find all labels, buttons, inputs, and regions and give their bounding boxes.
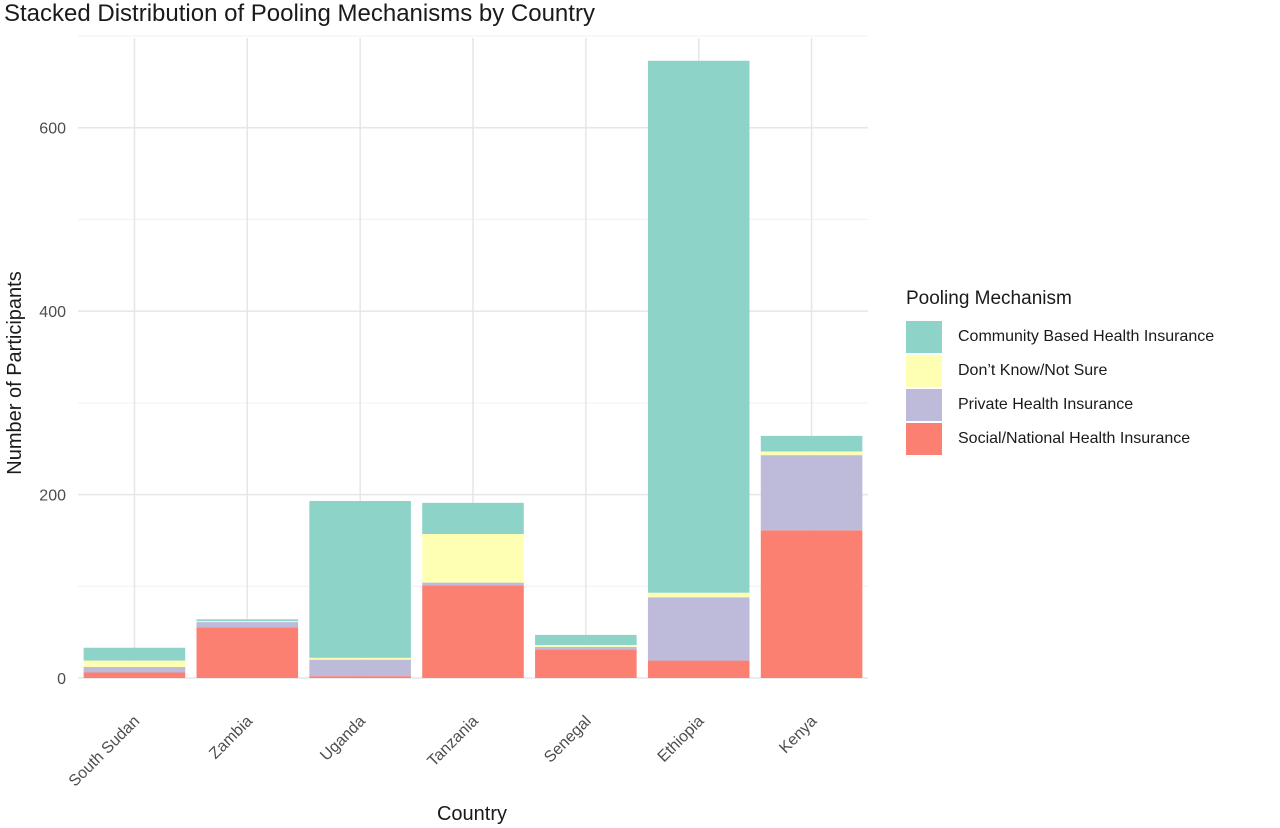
bar-south-sudan-social-national-health-insurance bbox=[83, 672, 186, 678]
x-tick-label-senegal: Senegal bbox=[541, 713, 595, 767]
bar-uganda-community-based-health-insurance bbox=[309, 500, 411, 658]
legend-label: Don’t Know/Not Sure bbox=[958, 362, 1108, 379]
legend-key-swatch bbox=[906, 423, 942, 455]
legend-key-swatch bbox=[906, 321, 942, 353]
bar-ethiopia-social-national-health-insurance bbox=[647, 660, 750, 678]
bar-zambia-don-t-know-not-sure bbox=[196, 621, 299, 623]
legend-key-swatch bbox=[906, 389, 942, 421]
x-tick-label-zambia: Zambia bbox=[206, 713, 256, 763]
bar-zambia-community-based-health-insurance bbox=[196, 619, 299, 622]
x-tick-label-kenya: Kenya bbox=[776, 713, 820, 757]
legend-label: Private Health Insurance bbox=[958, 396, 1134, 413]
y-tick-label: 400 bbox=[39, 304, 66, 321]
bar-ethiopia-don-t-know-not-sure bbox=[647, 592, 750, 598]
bar-uganda-social-national-health-insurance bbox=[309, 676, 411, 678]
legend-key-swatch bbox=[906, 355, 942, 387]
bar-south-sudan-private-health-insurance bbox=[83, 666, 186, 673]
x-tick-label-tanzania: Tanzania bbox=[425, 713, 482, 770]
bar-tanzania-private-health-insurance bbox=[422, 582, 524, 586]
x-tick-label-south-sudan: South Sudan bbox=[66, 713, 143, 790]
bar-ethiopia-community-based-health-insurance bbox=[647, 60, 750, 593]
y-tick-label: 0 bbox=[57, 671, 66, 688]
bar-kenya-private-health-insurance bbox=[760, 455, 863, 531]
bar-senegal-community-based-health-insurance bbox=[535, 634, 637, 645]
bar-tanzania-community-based-health-insurance bbox=[422, 502, 524, 535]
y-tick-label: 200 bbox=[39, 488, 66, 505]
bar-uganda-don-t-know-not-sure bbox=[309, 657, 411, 660]
legend-item-don-t-know-not-sure: Don’t Know/Not Sure bbox=[906, 354, 1214, 388]
x-tick-labels: South Sudan Zambia Uganda Tanzania Senegal Et… bbox=[66, 713, 821, 791]
bar-zambia-private-health-insurance bbox=[196, 622, 299, 628]
bar-senegal-don-t-know-not-sure bbox=[535, 644, 637, 647]
legend-label: Social/National Health Insurance bbox=[958, 430, 1191, 447]
bar-senegal-social-national-health-insurance bbox=[535, 649, 637, 678]
legend-item-private-health-insurance: Private Health Insurance bbox=[906, 388, 1214, 422]
bar-tanzania-social-national-health-insurance bbox=[422, 585, 524, 678]
legend-title: Pooling Mechanism bbox=[906, 288, 1072, 309]
legend-label: Community Based Health Insurance bbox=[958, 328, 1215, 345]
bar-south-sudan-don-t-know-not-sure bbox=[83, 660, 186, 667]
y-tick-labels: 0 200 400 600 bbox=[39, 121, 66, 688]
bar-kenya-community-based-health-insurance bbox=[760, 435, 863, 452]
chart-title: Stacked Distribution of Pooling Mechanis… bbox=[4, 0, 595, 27]
bar-kenya-don-t-know-not-sure bbox=[760, 451, 863, 456]
bar-zambia-social-national-health-insurance bbox=[196, 627, 299, 678]
legend: Pooling Mechanism Community Based Health… bbox=[906, 288, 1214, 456]
legend-item-social-national-health-insurance: Social/National Health Insurance bbox=[906, 422, 1214, 456]
bar-uganda-private-health-insurance bbox=[309, 659, 411, 677]
bars bbox=[83, 60, 863, 678]
x-tick-label-ethiopia: Ethiopia bbox=[655, 713, 708, 766]
legend-items: Community Based Health Insurance Don’t Kn… bbox=[906, 320, 1214, 456]
bar-south-sudan-community-based-health-insurance bbox=[83, 647, 186, 661]
legend-item-community-based-health-insurance: Community Based Health Insurance bbox=[906, 320, 1214, 354]
bar-kenya-social-national-health-insurance bbox=[760, 530, 863, 678]
x-axis-label: Country bbox=[437, 803, 507, 825]
y-tick-label: 600 bbox=[39, 121, 66, 138]
bar-tanzania-don-t-know-not-sure bbox=[422, 534, 524, 583]
bar-ethiopia-private-health-insurance bbox=[647, 597, 750, 661]
chart-svg: 0 200 400 600 South Sudan Zambia Uganda Tanzan… bbox=[4, 35, 868, 825]
y-axis-label: Number of Participants bbox=[4, 271, 26, 474]
x-tick-label-uganda: Uganda bbox=[317, 713, 369, 765]
bar-senegal-private-health-insurance bbox=[535, 646, 637, 650]
